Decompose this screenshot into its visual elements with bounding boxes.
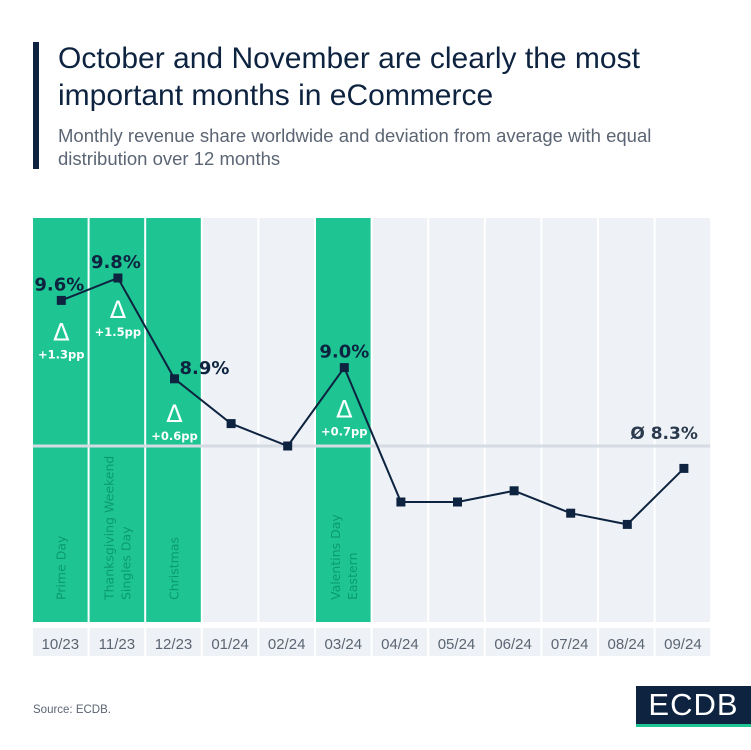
month-column — [485, 218, 541, 622]
axis-label-cell — [316, 628, 371, 656]
event-label: Thanksgiving Weekend — [101, 456, 116, 601]
x-tick-label: 11/23 — [99, 636, 135, 653]
x-tick-label: 04/24 — [381, 636, 419, 653]
delta-icon: Δ — [53, 318, 70, 346]
event-label: Eastern — [345, 552, 360, 600]
event-label: Prime Day — [53, 535, 68, 600]
month-column — [259, 218, 314, 622]
x-tick-label: 10/23 — [42, 636, 80, 653]
month-column — [372, 218, 428, 622]
axis-label-cell — [259, 628, 314, 656]
month-column — [316, 218, 371, 622]
data-label: 9.0% — [319, 342, 369, 363]
line-chart: 10/23 Prime Day 11/23 Thanksgiving Weekend S… — [33, 218, 711, 656]
axis-label-cell — [599, 628, 654, 656]
delta-icon: Δ — [336, 396, 353, 424]
data-point — [339, 363, 349, 373]
axis-label-cell — [33, 628, 88, 656]
x-tick-label: 01/24 — [211, 636, 249, 653]
data-point — [509, 486, 519, 496]
source-note: Source: ECDB. — [33, 704, 111, 716]
x-tick-label: 08/24 — [608, 636, 646, 653]
x-tick-label: 03/24 — [325, 636, 363, 653]
data-point — [170, 374, 179, 384]
chart-title: October and November are clearly the mos… — [58, 42, 640, 112]
axis-label-cell — [372, 628, 428, 656]
delta-icon: Δ — [166, 400, 183, 428]
data-point — [679, 463, 689, 473]
axis-label-cell — [202, 628, 258, 656]
x-tick-label: 02/24 — [268, 636, 306, 653]
data-point — [283, 441, 293, 451]
month-column — [146, 218, 201, 622]
x-tick-label: 06/24 — [494, 636, 532, 653]
month-column — [429, 218, 484, 622]
delta-label: +0.6pp — [151, 429, 197, 443]
data-point — [396, 497, 406, 507]
data-point — [226, 419, 236, 429]
ecdb-logo: ECDB — [636, 686, 751, 727]
average-label: Ø 8.3% — [630, 424, 698, 444]
data-point — [453, 497, 462, 507]
data-label: 9.8% — [91, 252, 141, 273]
data-point — [113, 273, 123, 283]
data-point — [566, 508, 576, 518]
delta-label: +1.3pp — [38, 347, 84, 361]
x-tick-label: 12/23 — [155, 636, 193, 653]
axis-label-cell — [429, 628, 484, 656]
data-point — [56, 295, 66, 305]
event-label: Valentins Day — [328, 514, 343, 600]
delta-label: +1.5pp — [95, 325, 141, 339]
x-tick-label: 07/24 — [551, 636, 589, 653]
series-line — [60, 276, 685, 526]
month-column — [599, 218, 654, 622]
axis-label-cell — [89, 628, 145, 656]
data-point — [622, 519, 632, 529]
data-label: 9.6% — [34, 274, 84, 295]
chart-subtitle: Monthly revenue share worldwide and devi… — [58, 125, 652, 169]
x-tick-label: 05/24 — [438, 636, 476, 653]
event-label: Christmas — [167, 537, 182, 600]
axis-label-cell — [655, 628, 711, 656]
axis-label-cell — [485, 628, 541, 656]
title-accent-bar — [33, 42, 39, 169]
event-label: Singles Day — [118, 526, 133, 600]
delta-label: +0.7pp — [321, 425, 367, 439]
axis-label-cell — [542, 628, 597, 656]
month-column — [655, 218, 711, 622]
data-label: 8.9% — [180, 358, 230, 379]
month-column — [33, 218, 88, 622]
x-tick-label: 09/24 — [664, 636, 702, 653]
month-column — [542, 218, 597, 622]
axis-label-cell — [146, 628, 201, 656]
delta-icon: Δ — [110, 296, 127, 324]
